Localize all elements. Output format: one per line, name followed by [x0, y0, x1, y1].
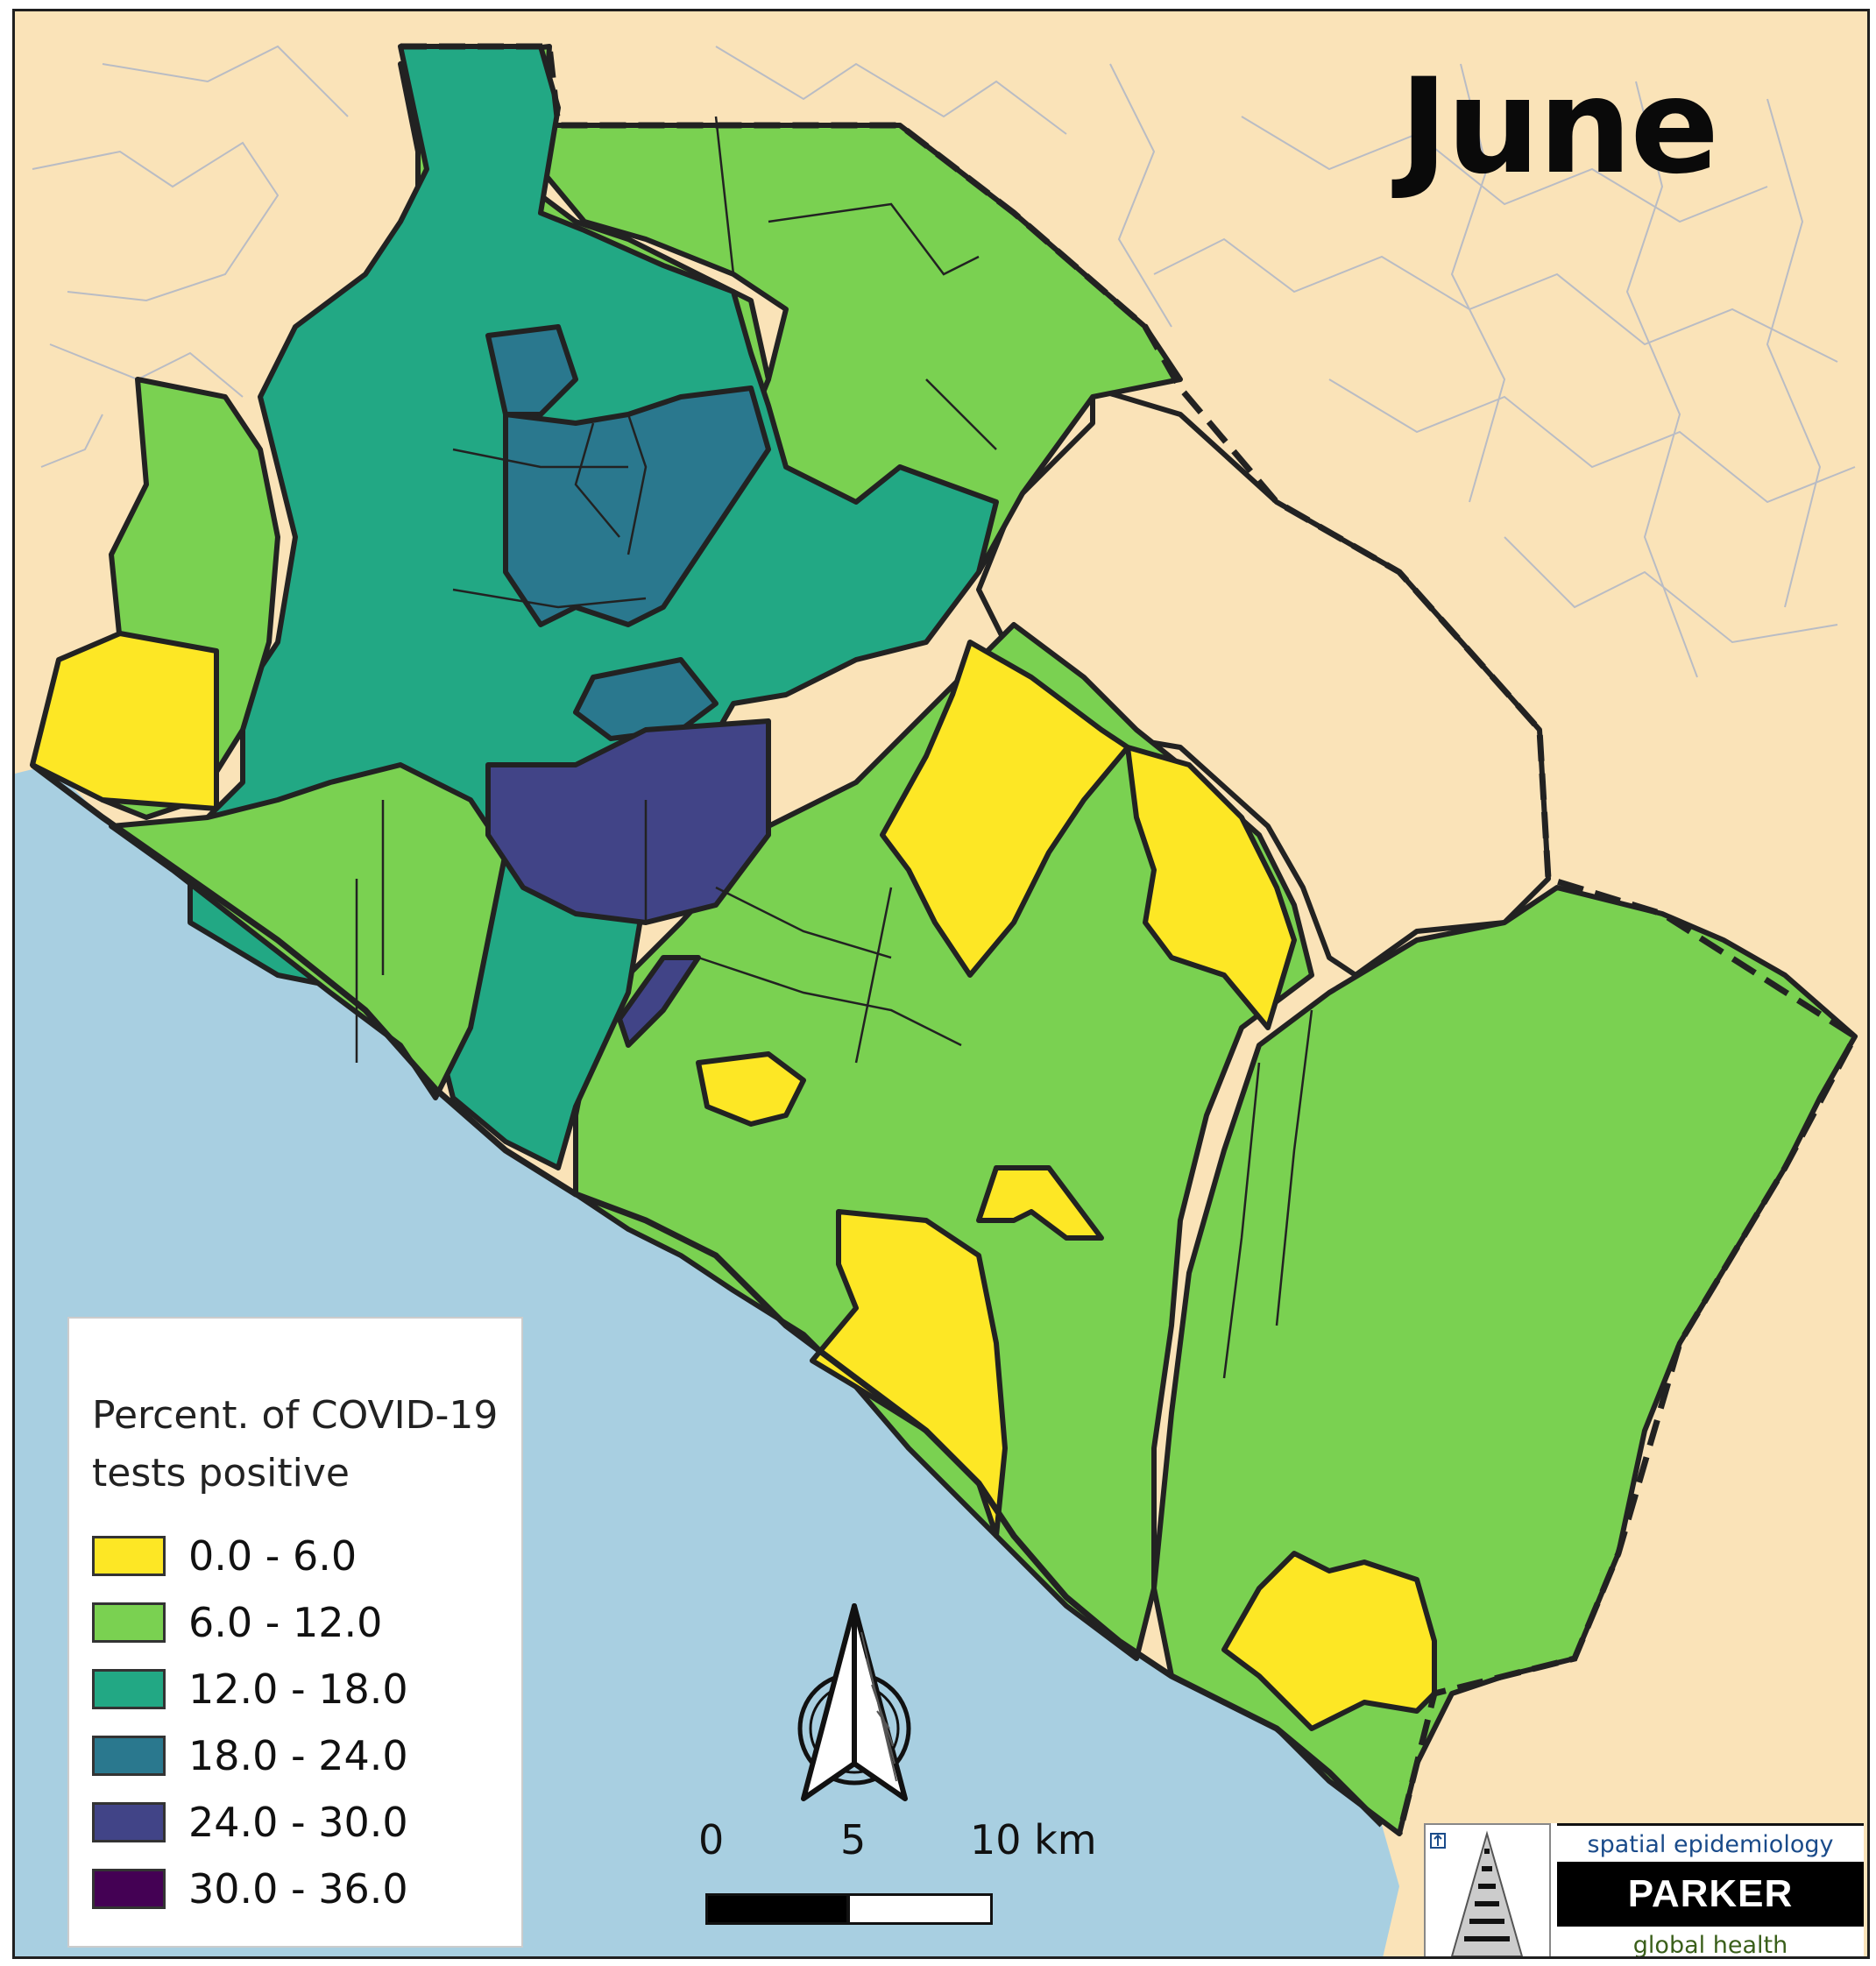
- logo-bottom-text: global health: [1557, 1927, 1864, 1956]
- choropleth-map: [15, 11, 1867, 1956]
- logo-text-block: spatial epidemiology PARKER GROUP global…: [1557, 1823, 1864, 1956]
- region-0-6-east: [1125, 745, 1297, 1030]
- logo-name: PARKER GROUP: [1557, 1862, 1864, 1956]
- legend-label: 24.0 - 30.0: [188, 1799, 408, 1846]
- scale-label-10: 10 km: [970, 1816, 1097, 1863]
- legend-label: 18.0 - 24.0: [188, 1732, 408, 1779]
- region-west-coastal-south: [109, 762, 508, 1100]
- parker-group-logo: spatial epidemiology PARKER GROUP global…: [1424, 1823, 1864, 1956]
- map-title: June: [1399, 51, 1719, 203]
- region-24-30-strip: [617, 955, 701, 1048]
- region-0-6-harbor: [976, 1165, 1104, 1241]
- region-0-6-west: [30, 631, 219, 811]
- scale-bar-dark: [705, 1893, 849, 1925]
- legend: Percent. of COVID-19 tests positive 0.0 …: [67, 1317, 523, 1948]
- legend-swatch: [92, 1869, 166, 1909]
- scale-bar-light: [847, 1893, 993, 1925]
- region-central: [573, 622, 1314, 1661]
- legend-title: Percent. of COVID-19 tests positive: [92, 1393, 499, 1496]
- legend-label: 30.0 - 36.0: [188, 1865, 408, 1913]
- internal-boundaries: [355, 116, 1313, 1379]
- scale-label-0: 0: [698, 1816, 725, 1863]
- scale-label-5: 5: [840, 1816, 867, 1863]
- map-frame: June Percent. of COVID-19 tests positive…: [12, 9, 1870, 1959]
- legend-label: 0.0 - 6.0: [188, 1532, 358, 1580]
- legend-swatch: [92, 1536, 166, 1576]
- region-24-30: [485, 718, 771, 925]
- north-arrow-icon: [797, 1603, 911, 1801]
- legend-label: 6.0 - 12.0: [188, 1599, 383, 1646]
- logo-top-text: spatial epidemiology: [1557, 1823, 1864, 1862]
- coast-outline: [30, 762, 1384, 1828]
- legend-swatch: [92, 1736, 166, 1776]
- legend-swatch: [92, 1802, 166, 1842]
- tower-icon: [1430, 1830, 1524, 1956]
- logo-emblem: [1424, 1823, 1551, 1956]
- region-0-6-mid: [696, 1051, 806, 1127]
- legend-label: 12.0 - 18.0: [188, 1665, 408, 1713]
- legend-swatch: [92, 1669, 166, 1709]
- region-18-24-north: [485, 324, 578, 417]
- region-0-6-central-east: [880, 640, 1130, 978]
- county-boundary: [400, 43, 1859, 1835]
- legend-swatch: [92, 1602, 166, 1643]
- neighbour-boundaries: [32, 45, 1856, 678]
